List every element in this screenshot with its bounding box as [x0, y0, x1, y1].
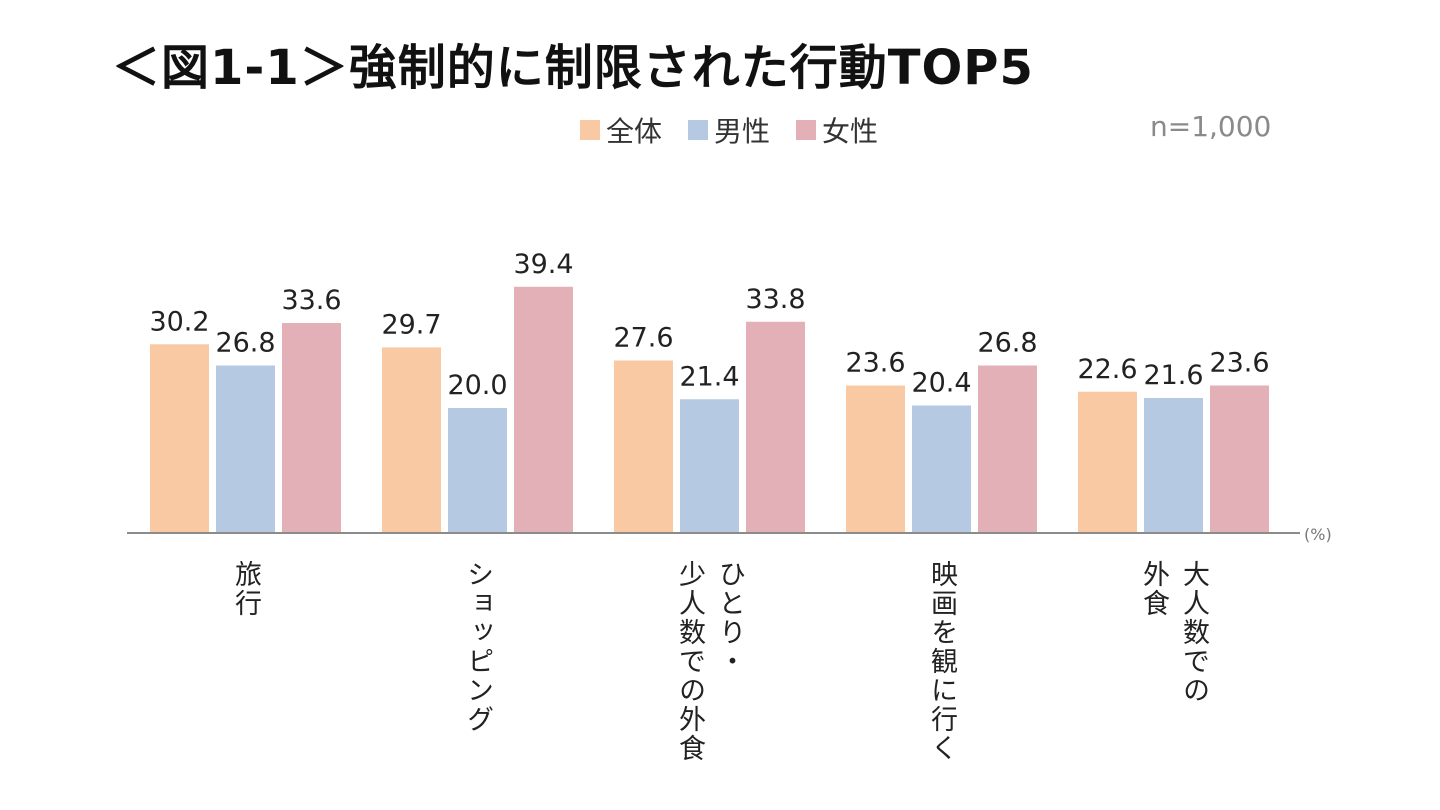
legend-item-female: 女性 [796, 110, 878, 150]
data-label-total-2: 27.6 [613, 323, 673, 354]
category-label-2-0: ひとり・ [714, 560, 745, 676]
legend: 全体 男性 女性 [580, 112, 904, 148]
legend-label-female: 女性 [822, 115, 879, 148]
category-label-1-0: ショッピング [462, 560, 493, 734]
category-label-0-0: 旅行 [230, 560, 262, 618]
data-label-female-0: 33.6 [281, 285, 341, 316]
bar-male-3 [912, 405, 971, 533]
legend-label-total: 全体 [606, 115, 663, 148]
data-label-total-0: 30.2 [149, 306, 209, 337]
data-label-male-0: 26.8 [215, 328, 275, 359]
legend-item-total: 全体 [580, 110, 662, 150]
bar-total-1 [382, 347, 441, 533]
chart-title: ＜図1-1＞強制的に制限された行動TOP5 [112, 40, 1034, 96]
category-label-4-1: 外食 [1138, 560, 1169, 618]
unit-label: (%) [1304, 525, 1332, 544]
bar-female-1 [514, 286, 573, 533]
category-label-2-1: 少人数での外食 [674, 560, 706, 763]
legend-swatch-female [796, 120, 817, 140]
data-label-male-3: 20.4 [911, 368, 971, 399]
data-label-total-1: 29.7 [381, 309, 441, 340]
bar-male-1 [448, 408, 507, 533]
data-label-male-4: 21.6 [1143, 360, 1203, 391]
bar-male-4 [1144, 398, 1203, 533]
data-label-total-4: 22.6 [1077, 354, 1137, 385]
data-label-male-2: 21.4 [679, 361, 739, 392]
data-label-female-1: 39.4 [513, 249, 573, 280]
data-label-total-3: 23.6 [845, 348, 905, 379]
legend-item-male: 男性 [688, 110, 770, 150]
bar-male-2 [680, 399, 739, 533]
sample-size-note: n=1,000 [1150, 110, 1272, 143]
bar-male-0 [216, 365, 275, 533]
bar-female-3 [978, 365, 1037, 533]
category-label-3-0: 映画を観に行く [926, 560, 958, 763]
bar-total-2 [614, 360, 673, 533]
legend-swatch-total [580, 120, 600, 140]
legend-swatch-male [688, 120, 709, 140]
bar-total-4 [1078, 391, 1137, 533]
bar-total-0 [150, 344, 209, 533]
bar-female-4 [1210, 385, 1269, 533]
legend-label-male: 男性 [714, 115, 771, 148]
data-label-female-3: 26.8 [977, 328, 1037, 359]
bar-total-3 [846, 385, 905, 533]
data-label-female-2: 33.8 [745, 284, 805, 315]
bar-female-0 [282, 323, 341, 533]
category-label-4-0: 大人数での [1178, 560, 1209, 705]
bar-female-2 [746, 321, 805, 533]
data-label-male-1: 20.0 [447, 370, 507, 401]
data-label-female-4: 23.6 [1209, 348, 1269, 379]
